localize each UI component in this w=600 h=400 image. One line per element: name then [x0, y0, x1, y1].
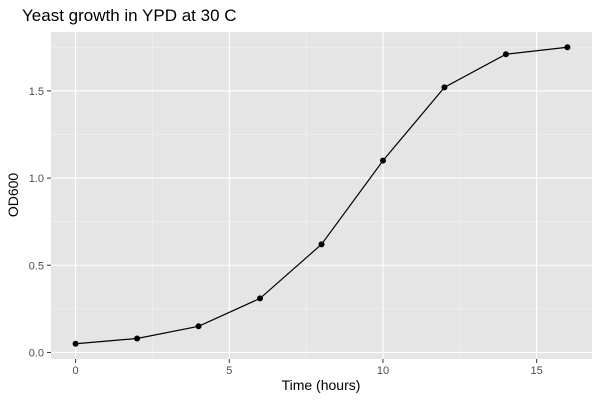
data-point	[564, 44, 571, 51]
data-point	[318, 241, 325, 248]
y-axis-title: OD600	[5, 173, 21, 218]
y-tick-label: 1.5	[29, 86, 44, 98]
x-tick-label: 0	[73, 365, 79, 377]
minor-gridlines	[51, 32, 592, 359]
y-tick-label: 1.0	[29, 173, 44, 185]
x-axis-title: Time (hours)	[282, 377, 361, 393]
data-point	[195, 323, 202, 330]
plot-panel-background	[51, 32, 592, 359]
x-tick-label: 15	[531, 365, 543, 377]
major-gridlines	[51, 32, 592, 359]
data-point	[257, 295, 264, 302]
x-tick-label: 10	[377, 365, 389, 377]
data-point	[72, 340, 79, 347]
y-tick-label: 0.5	[29, 260, 44, 272]
x-axis: 0 5 10 15	[73, 359, 543, 377]
data-point	[134, 335, 141, 342]
data-point	[502, 51, 509, 58]
chart-title: Yeast growth in YPD at 30 C	[22, 6, 237, 25]
x-tick-label: 5	[226, 365, 232, 377]
y-axis: 0.0 0.5 1.0 1.5	[29, 86, 51, 359]
y-tick-label: 0.0	[29, 347, 44, 359]
data-point	[441, 84, 448, 91]
data-series-group	[72, 44, 571, 347]
data-point	[379, 157, 386, 164]
